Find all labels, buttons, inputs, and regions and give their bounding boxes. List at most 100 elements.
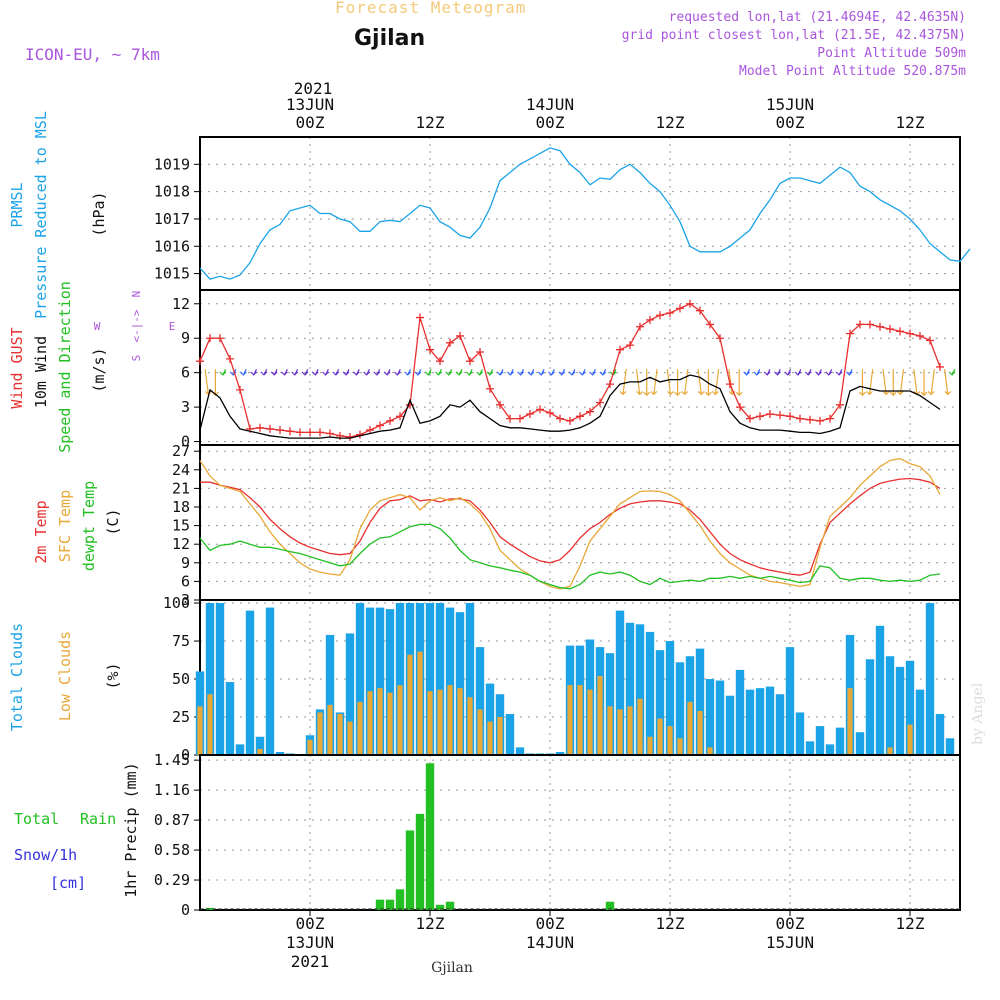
total-cloud-bar [255, 736, 265, 755]
precip-rain-label: Rain [80, 810, 116, 828]
gust-marker [506, 414, 514, 423]
total-cloud-bar [345, 633, 355, 755]
precip-bar [385, 899, 395, 910]
gust-marker [906, 329, 914, 338]
wind-arrow-head [735, 391, 743, 397]
wind-arrow [899, 369, 905, 395]
gust-marker [736, 403, 744, 412]
gust-marker [846, 329, 854, 338]
total-cloud-bar [505, 713, 515, 755]
pressure-panel: 1015 1016 1017 1018 1019 [154, 136, 971, 291]
gust-marker [936, 362, 944, 371]
wind-arrow [714, 369, 720, 395]
low-cloud-bar [697, 710, 703, 755]
wind-10m-label: 10m Wind [32, 336, 50, 408]
low-cloud-bar [347, 721, 353, 755]
total-cloud-bar [365, 607, 375, 755]
wind-arrow-head [517, 371, 525, 376]
y-tick-label: 15 [172, 517, 190, 535]
precip-bar [605, 901, 615, 910]
top-year-label: 2021 [294, 79, 333, 98]
low-cloud-bar [587, 689, 593, 755]
low-cloud-bar [687, 701, 693, 755]
low-cloud-bar [387, 692, 393, 755]
y-tick-label: 0.29 [154, 871, 190, 889]
gust-marker [446, 338, 454, 347]
wind-arrow-head [342, 371, 350, 376]
total-cloud-bar [435, 603, 445, 755]
gust-marker [576, 412, 584, 421]
wind-arrow-head [763, 371, 771, 376]
temp-dew-label: dewpt Temp [80, 481, 98, 571]
gust-marker [286, 427, 294, 436]
total-cloud-bar [355, 603, 365, 755]
wind-arrow-head [704, 391, 712, 397]
gust-marker [676, 304, 684, 313]
gust-marker [756, 412, 764, 421]
wind-arrow-head [815, 371, 822, 376]
low-cloud-bar [447, 685, 453, 755]
total-cloud-bar [655, 650, 665, 755]
y-tick-label: 6 [181, 364, 190, 382]
gust-marker [426, 345, 434, 354]
low-cloud-bar [667, 726, 673, 755]
y-tick-label: 0 [181, 901, 190, 919]
precip-panel: 0 0.29 0.58 0.87 1.16 1.45 [154, 751, 961, 919]
wind-arrow-head [845, 371, 853, 376]
wind-arrow-head [260, 371, 268, 376]
wind-gust-label: Wind GUST [8, 327, 26, 408]
low-cloud-bar [407, 654, 413, 755]
precip-bar [425, 763, 435, 910]
low-cloud-bar [647, 736, 653, 755]
total-cloud-bar [895, 666, 905, 755]
total-cloud-bar [695, 648, 705, 755]
wind-arrow [653, 369, 658, 395]
bottom-date-label: 14JUN [526, 933, 574, 952]
total-cloud-bar [915, 689, 925, 755]
wind-arrow-head [944, 390, 952, 396]
wind-arrow-head [804, 371, 812, 376]
total-cloud-bar [445, 607, 455, 755]
gust-marker [656, 311, 664, 320]
wind-arrow-head [322, 371, 329, 376]
pressure-unit: (hPa) [90, 191, 108, 236]
wind-arrow-head [311, 371, 319, 376]
y-tick-label: 9 [181, 554, 190, 572]
total-cloud-bar [805, 741, 815, 755]
gust-marker [786, 412, 794, 421]
clouds-low-label: Low Clouds [56, 631, 74, 721]
wind-arrow-head [250, 371, 258, 376]
series-line-sfc-temp [199, 457, 941, 590]
wind-arrow [882, 369, 887, 395]
low-cloud-bar [357, 701, 363, 755]
wind-arrow-head [859, 391, 866, 397]
gust-marker [636, 322, 644, 331]
y-tick-label: 0.87 [154, 811, 190, 829]
precip-bar [415, 813, 425, 910]
wind-arrow-head [301, 371, 309, 376]
wind-arrow [204, 369, 209, 395]
gust-marker [706, 320, 714, 329]
gust-marker [866, 320, 874, 329]
total-cloud-bar [515, 747, 525, 755]
total-cloud-bar [645, 631, 655, 755]
y-tick-label: 100 [163, 594, 190, 612]
wind-arrow-head [712, 390, 719, 396]
gust-marker [776, 411, 784, 420]
total-cloud-bar [835, 727, 845, 755]
series-line-dewpt-temp [199, 523, 941, 590]
low-cloud-bar [677, 738, 683, 755]
total-cloud-bar [665, 641, 675, 755]
y-tick-label: 1.16 [154, 781, 190, 799]
gust-marker [696, 306, 704, 315]
low-cloud-bar [317, 712, 323, 755]
wind-arrow-head [332, 371, 340, 376]
wind-arrow-head [948, 371, 956, 376]
bottom-tick-label: 12Z [416, 914, 445, 933]
total-cloud-bar [485, 683, 495, 755]
wind-arrow-head [674, 391, 681, 397]
total-cloud-bar [225, 682, 235, 755]
total-cloud-bar [555, 751, 565, 755]
y-tick-label: 0 [181, 746, 190, 764]
